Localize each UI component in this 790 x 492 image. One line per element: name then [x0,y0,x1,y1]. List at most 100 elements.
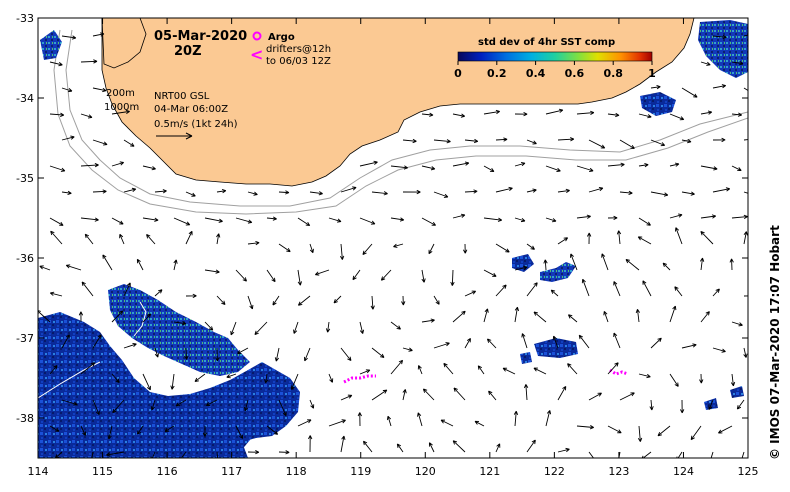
sst-patch-top-right [698,20,748,78]
current-arrow [483,269,497,277]
current-arrow [743,191,748,194]
current-arrow [681,191,695,196]
current-arrow [618,451,621,458]
current-arrow [743,87,748,92]
current-arrow [49,112,65,117]
y-tick-label: -34 [16,92,34,105]
sst-patch-top-left [40,30,62,60]
x-tick-label: 124 [673,465,694,478]
current-arrow [603,311,609,323]
current-arrow [340,186,357,193]
x-tick-label: 125 [738,465,759,478]
current-arrow [712,84,727,89]
y-tick-label: -33 [16,12,34,25]
current-arrow [731,61,744,66]
current-arrow [370,295,375,310]
current-arrow [729,258,734,271]
drifter-symbol: < [250,45,263,64]
current-arrow [402,138,417,144]
title-time: 20Z [174,44,202,59]
current-arrow [92,87,107,93]
current-arrow [700,110,713,115]
current-arrow [433,191,449,198]
current-arrow [650,191,669,197]
current-arrow [278,243,291,253]
current-arrow [247,295,254,310]
current-arrow [523,384,529,401]
current-arrow [669,213,683,219]
current-arrow [328,373,334,383]
current-arrow [514,162,526,167]
current-arrow [743,34,748,37]
current-arrow [601,253,609,271]
current-arrow [146,234,156,245]
x-tick-label: 117 [221,465,242,478]
current-arrow [514,306,520,323]
current-arrow [433,295,440,305]
current-arrow [175,399,187,407]
current-arrow [185,230,193,245]
current-arrow [576,165,594,172]
current-arrow [495,137,508,142]
current-arrow [254,321,268,336]
y-tick-label: -37 [16,332,34,345]
current-arrow [712,137,726,143]
current-arrow [421,217,437,226]
current-arrow [333,295,342,304]
current-arrow [650,139,666,147]
current-arrow [142,313,152,323]
current-arrow [401,295,406,306]
current-arrow [642,280,652,297]
current-arrow [543,259,548,271]
current-arrow [235,217,253,224]
current-arrow [681,139,692,144]
x-tick-label: 116 [157,465,178,478]
current-arrow [215,347,220,362]
current-arrow [588,139,606,149]
current-arrow [357,412,362,427]
current-arrow [557,447,570,453]
current-arrow [613,281,621,297]
current-arrow [712,288,720,297]
current-arrow [533,367,547,375]
colorbar-tick-label: 1 [648,67,656,80]
current-arrow [390,165,408,170]
current-arrow [396,443,404,453]
current-arrow [386,415,392,427]
current-arrow [674,286,683,297]
current-arrow [452,440,466,453]
current-arrow [247,191,258,196]
current-arrow [453,387,466,401]
current-arrow [741,451,745,458]
current-arrow [588,186,604,193]
current-arrow [390,321,401,330]
current-arrow [587,232,592,245]
current-arrow [421,112,434,117]
current-arrow [526,243,535,250]
current-arrow [625,258,640,271]
current-arrow [700,311,710,323]
current-arrow [483,165,495,172]
current-arrow [328,217,342,223]
title-date: 05-Mar-2020 [154,29,247,44]
x-tick-label: 120 [415,465,436,478]
current-arrow [278,190,290,195]
current-arrow [65,264,82,271]
current-arrow [450,269,455,286]
current-arrow [402,347,413,352]
current-arrow [483,109,501,115]
current-arrow [700,214,717,219]
current-arrow [712,187,731,193]
y-tick-label: -36 [16,252,34,265]
current-arrow [607,362,619,375]
current-arrow [390,217,405,222]
current-arrow [452,113,466,118]
current-arrow [607,112,620,118]
current-arrow [421,269,426,283]
current-arrow [495,443,501,453]
x-axis: 114 115 116 117 118 119 120 121 122 123 124 125 [28,18,759,478]
current-arrow [526,439,536,453]
current-arrow [92,399,100,416]
current-arrow [150,451,156,458]
current-arrow [669,162,680,167]
